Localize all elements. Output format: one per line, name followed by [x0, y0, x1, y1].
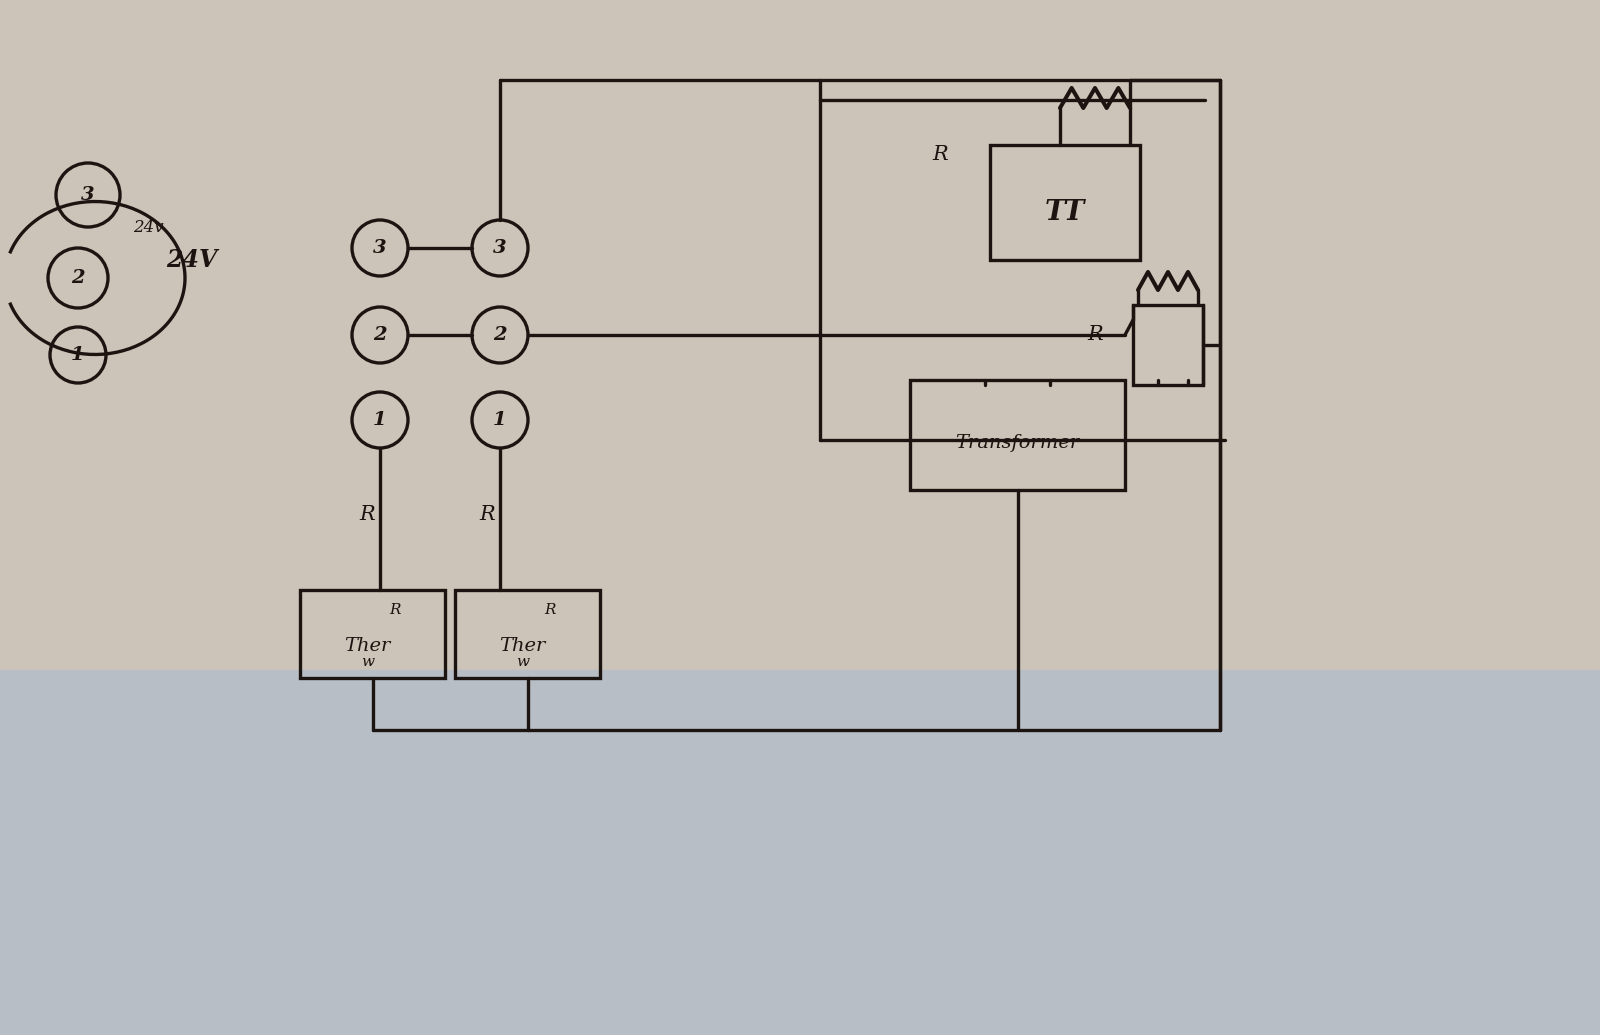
Text: 24V: 24V	[166, 248, 218, 272]
Text: 3: 3	[493, 239, 507, 257]
Bar	[910, 380, 1125, 490]
Text: R: R	[478, 505, 494, 525]
Text: 2: 2	[493, 326, 507, 344]
Text: 3: 3	[82, 186, 94, 204]
Text: R: R	[544, 603, 555, 617]
Text: R: R	[389, 603, 400, 617]
Text: 1: 1	[373, 411, 387, 428]
Text: 2: 2	[373, 326, 387, 344]
Text: Ther: Ther	[344, 637, 390, 655]
Text: R: R	[358, 505, 374, 525]
Text: 1: 1	[493, 411, 507, 428]
Bar	[301, 590, 445, 678]
Text: w: w	[515, 655, 530, 669]
Text: 24v: 24v	[133, 219, 163, 237]
Text: R: R	[1086, 325, 1102, 345]
Text: Ther: Ther	[499, 637, 546, 655]
Text: w: w	[362, 655, 374, 669]
Text: TT: TT	[1045, 199, 1085, 226]
Text: 2: 2	[70, 269, 85, 287]
Bar	[990, 145, 1139, 260]
Text: 3: 3	[373, 239, 387, 257]
Text: R: R	[933, 146, 947, 165]
Text: Transformer: Transformer	[955, 434, 1080, 452]
Bar	[1133, 305, 1203, 385]
Text: 1: 1	[70, 346, 85, 364]
Bar	[454, 590, 600, 678]
